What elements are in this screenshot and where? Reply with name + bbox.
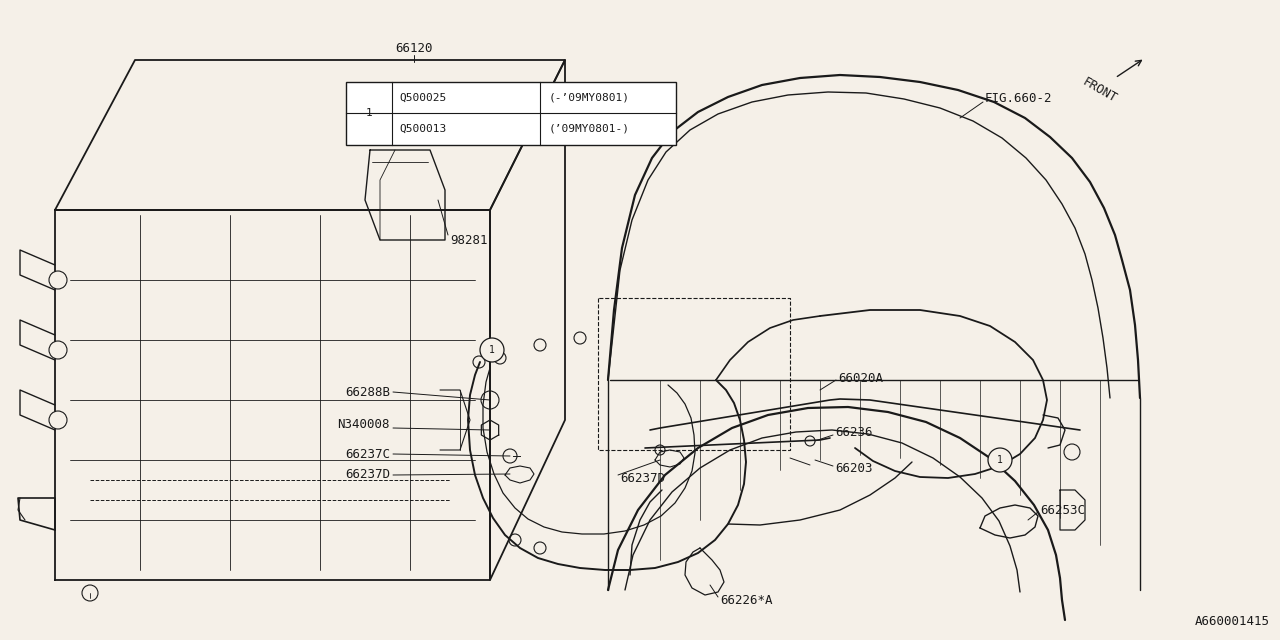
Text: 66226*A: 66226*A — [719, 593, 773, 607]
Text: Q500025: Q500025 — [399, 93, 447, 102]
Text: 1: 1 — [365, 108, 372, 118]
Text: FIG.660-2: FIG.660-2 — [986, 92, 1052, 104]
Circle shape — [351, 96, 387, 131]
Text: 66236: 66236 — [835, 426, 873, 438]
Bar — [346, 82, 676, 145]
Text: Q500013: Q500013 — [399, 124, 447, 134]
Text: 66237D: 66237D — [620, 472, 666, 484]
Text: FRONT: FRONT — [1080, 75, 1119, 105]
Circle shape — [988, 448, 1012, 472]
Text: 1: 1 — [997, 455, 1004, 465]
Circle shape — [49, 411, 67, 429]
Text: 66203: 66203 — [835, 461, 873, 474]
Text: 66253C: 66253C — [1039, 504, 1085, 516]
Text: (’09MY0801-): (’09MY0801-) — [548, 124, 630, 134]
Text: 66120: 66120 — [396, 42, 433, 54]
Text: 66020A: 66020A — [838, 371, 883, 385]
Text: 98281: 98281 — [451, 234, 488, 246]
Circle shape — [480, 338, 504, 362]
Text: (-’09MY0801): (-’09MY0801) — [548, 93, 630, 102]
Text: 66288B: 66288B — [346, 385, 390, 399]
Circle shape — [49, 271, 67, 289]
Text: A660001415: A660001415 — [1196, 615, 1270, 628]
Circle shape — [49, 341, 67, 359]
Text: 1: 1 — [489, 345, 495, 355]
Text: 66237C: 66237C — [346, 447, 390, 461]
Text: N340008: N340008 — [338, 417, 390, 431]
Text: 66237D: 66237D — [346, 468, 390, 481]
